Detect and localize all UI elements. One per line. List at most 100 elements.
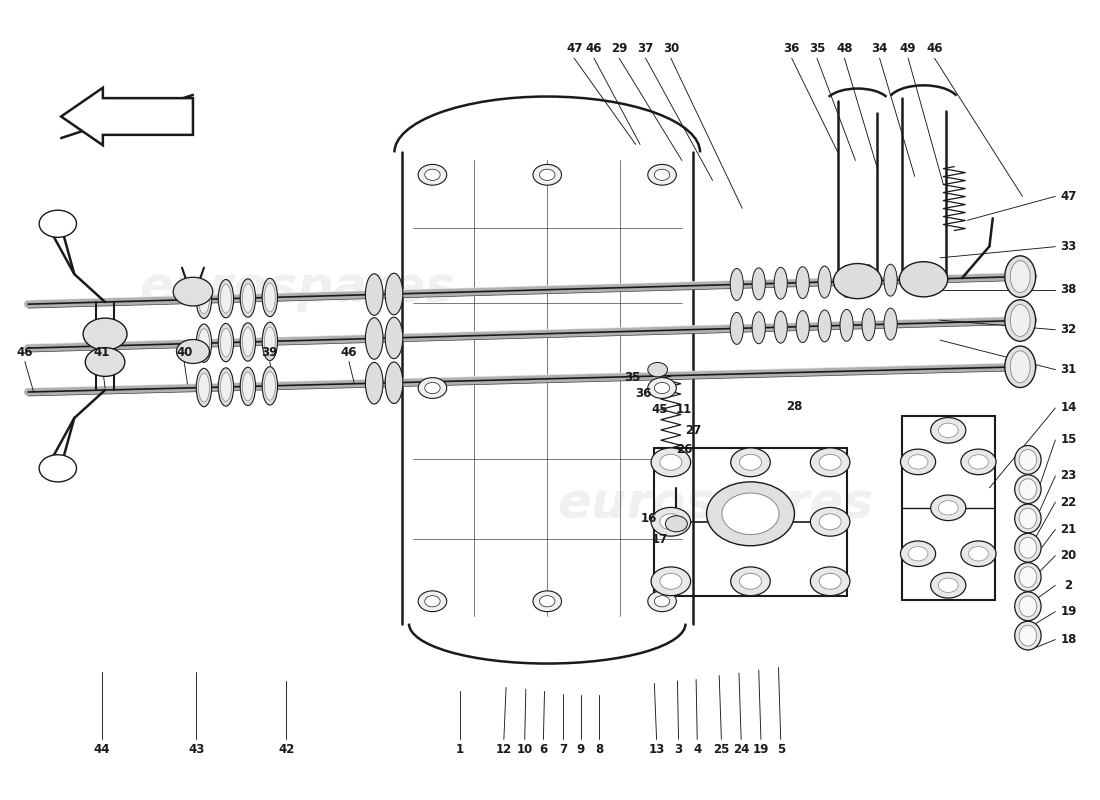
Text: 48: 48 [836,42,852,55]
Text: 36: 36 [783,42,800,55]
Text: 32: 32 [1060,323,1077,336]
Text: 26: 26 [675,443,692,456]
Circle shape [820,514,842,530]
Text: 16: 16 [640,512,657,525]
Ellipse shape [884,308,898,340]
Text: 33: 33 [1060,240,1077,253]
Ellipse shape [1019,450,1036,470]
Circle shape [176,339,209,363]
Ellipse shape [730,313,744,344]
Text: 23: 23 [1060,470,1077,482]
Text: 40: 40 [176,346,192,358]
Circle shape [938,578,958,593]
Text: 37: 37 [638,42,653,55]
Ellipse shape [1014,622,1041,650]
Text: 34: 34 [871,42,888,55]
Text: 8: 8 [595,743,604,756]
Circle shape [651,507,691,536]
Circle shape [961,449,996,474]
Text: 47: 47 [566,42,582,55]
Circle shape [722,493,779,534]
Ellipse shape [240,323,255,361]
Circle shape [730,567,770,596]
Text: 21: 21 [1060,523,1077,536]
Circle shape [706,482,794,546]
Ellipse shape [1019,538,1036,558]
Ellipse shape [242,328,253,356]
Text: 10: 10 [517,743,532,756]
Ellipse shape [752,312,766,344]
Text: 19: 19 [1060,605,1077,618]
Ellipse shape [774,311,788,343]
Ellipse shape [730,269,744,301]
Circle shape [820,454,842,470]
Circle shape [418,165,447,185]
Text: 29: 29 [610,42,627,55]
Text: 11: 11 [675,403,692,416]
Ellipse shape [385,317,403,358]
Ellipse shape [385,274,403,314]
Text: 13: 13 [648,743,664,756]
Ellipse shape [365,318,383,359]
Circle shape [534,591,561,612]
Ellipse shape [198,373,209,402]
Circle shape [730,448,770,477]
Ellipse shape [1004,346,1035,387]
Circle shape [666,516,688,532]
Ellipse shape [242,284,253,313]
Text: 46: 46 [926,42,943,55]
Circle shape [931,573,966,598]
Ellipse shape [1019,508,1036,529]
Circle shape [540,170,554,180]
Ellipse shape [220,328,231,357]
Circle shape [900,262,948,297]
Text: 46: 46 [585,42,602,55]
Circle shape [425,382,440,394]
Ellipse shape [264,283,275,312]
Text: 28: 28 [785,400,802,413]
Circle shape [654,382,670,394]
Ellipse shape [1004,300,1035,342]
Circle shape [834,263,882,298]
Text: eurospares: eurospares [140,264,455,312]
Text: 19: 19 [752,743,769,756]
Text: 7: 7 [559,743,568,756]
Circle shape [820,574,842,590]
Text: 15: 15 [1060,434,1077,446]
Circle shape [648,165,676,185]
Ellipse shape [1019,566,1036,587]
Text: 22: 22 [1060,496,1077,509]
Ellipse shape [365,362,383,404]
Text: 12: 12 [496,743,512,756]
Ellipse shape [1014,504,1041,533]
Ellipse shape [218,279,233,318]
Ellipse shape [774,267,788,299]
Text: 47: 47 [1060,190,1077,203]
Circle shape [648,591,676,612]
Text: 46: 46 [341,346,358,358]
Circle shape [901,449,936,474]
Circle shape [84,318,126,350]
Text: 49: 49 [900,42,916,55]
Text: 44: 44 [94,743,110,756]
Ellipse shape [264,371,275,400]
Text: 41: 41 [94,346,110,358]
Ellipse shape [196,368,211,406]
Text: 24: 24 [733,743,749,756]
Ellipse shape [1010,351,1030,382]
Ellipse shape [1019,478,1036,499]
Ellipse shape [262,278,277,317]
Text: 43: 43 [188,743,205,756]
Circle shape [660,514,682,530]
Circle shape [961,541,996,566]
Text: 36: 36 [635,387,651,400]
Circle shape [40,454,77,482]
Ellipse shape [365,274,383,315]
Ellipse shape [218,368,233,406]
Text: 30: 30 [662,42,679,55]
Circle shape [739,574,761,590]
Circle shape [40,210,77,238]
Ellipse shape [818,310,832,342]
Circle shape [418,378,447,398]
Ellipse shape [198,329,209,358]
